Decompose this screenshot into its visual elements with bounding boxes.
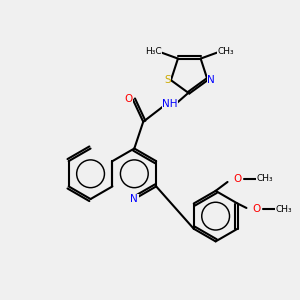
Text: CH₃: CH₃ — [275, 205, 292, 214]
Text: N: N — [130, 194, 138, 204]
Text: O: O — [253, 204, 261, 214]
Text: H₃C: H₃C — [145, 46, 162, 56]
Text: CH₃: CH₃ — [256, 175, 273, 184]
Text: CH₃: CH₃ — [217, 46, 234, 56]
Text: N: N — [207, 75, 215, 85]
Text: S: S — [164, 75, 171, 85]
Text: O: O — [124, 94, 133, 104]
Text: O: O — [234, 174, 242, 184]
Text: NH: NH — [162, 99, 178, 109]
